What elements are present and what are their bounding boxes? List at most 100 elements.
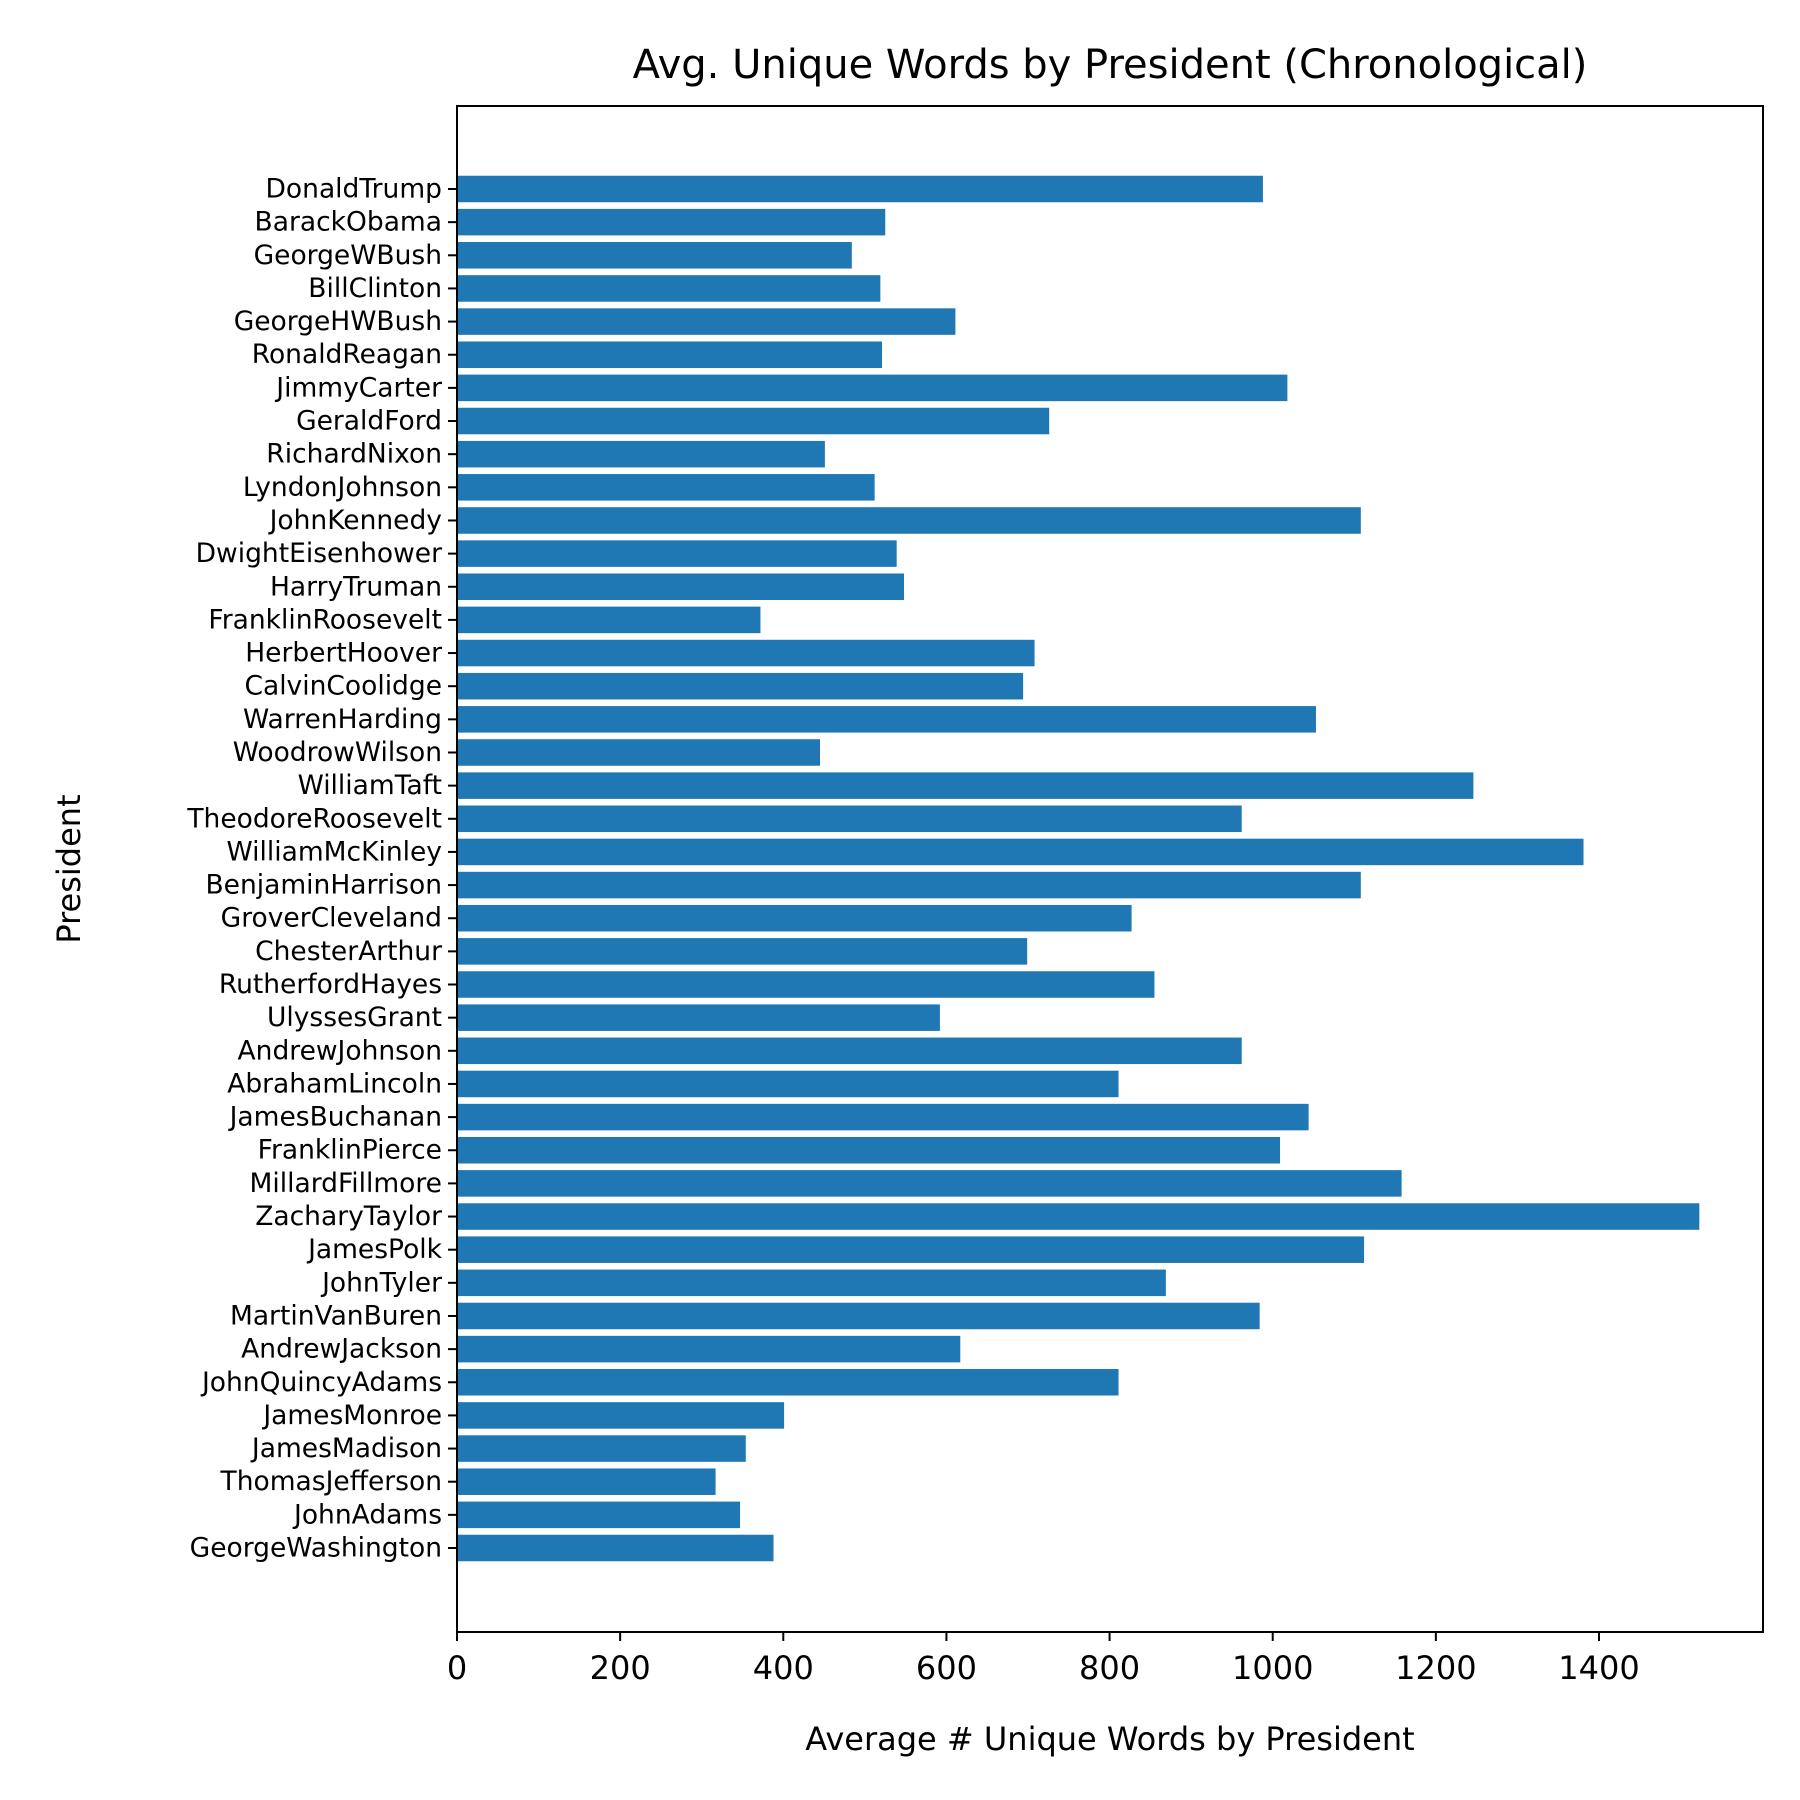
y-tick-label: RichardNixon <box>266 439 442 470</box>
y-tick-label: LyndonJohnson <box>243 472 442 503</box>
chart-title: Avg. Unique Words by President (Chronolo… <box>633 42 1588 88</box>
x-tick-label: 400 <box>753 1649 814 1687</box>
bar-AndrewJohnson <box>457 1037 1242 1065</box>
y-tick-label: JamesBuchanan <box>228 1102 442 1133</box>
y-tick-label: GeraldFord <box>296 406 442 437</box>
bar-WilliamMcKinley <box>457 838 1584 866</box>
y-tick-label: FranklinRoosevelt <box>208 604 442 635</box>
y-tick-label: AbrahamLincoln <box>227 1068 442 1099</box>
y-tick-label: RonaldReagan <box>252 339 442 370</box>
bar-FranklinPierce <box>457 1136 1281 1164</box>
bar-JamesBuchanan <box>457 1103 1309 1131</box>
y-tick-label: GroverCleveland <box>221 903 442 934</box>
y-tick-label: WoodrowWilson <box>233 737 442 768</box>
y-tick-label: JohnAdams <box>292 1499 442 1530</box>
y-tick-label: JimmyCarter <box>274 372 442 403</box>
y-tick-label: GeorgeWashington <box>190 1533 442 1564</box>
bar-HerbertHoover <box>457 639 1035 667</box>
y-tick-label: JohnKennedy <box>268 505 442 536</box>
bar-HarryTruman <box>457 573 905 601</box>
y-tick-label: ThomasJefferson <box>220 1466 442 1497</box>
bar-JohnTyler <box>457 1269 1166 1297</box>
bar-GeorgeHWBush <box>457 308 956 335</box>
y-tick-label: JohnQuincyAdams <box>200 1367 442 1398</box>
x-tick-label: 800 <box>1079 1649 1140 1687</box>
bar-GeorgeWBush <box>457 242 852 269</box>
y-tick-label: GeorgeWBush <box>254 240 442 271</box>
y-tick-label: DonaldTrump <box>266 174 442 205</box>
bar-JamesMonroe <box>457 1402 785 1429</box>
y-tick-label: WilliamMcKinley <box>227 836 442 867</box>
bar-JimmyCarter <box>457 374 1288 402</box>
bar-RonaldReagan <box>457 341 882 368</box>
y-tick-label: BenjaminHarrison <box>205 870 442 901</box>
y-tick-label: ChesterArthur <box>255 936 442 967</box>
y-tick-label: WilliamTaft <box>298 770 442 801</box>
bar-GeorgeWashington <box>457 1534 774 1562</box>
bar-CalvinCoolidge <box>457 672 1024 700</box>
y-tick-label: AndrewJohnson <box>238 1035 442 1066</box>
bar-WilliamTaft <box>457 772 1474 799</box>
bar-RutherfordHayes <box>457 971 1155 998</box>
bar-TheodoreRoosevelt <box>457 805 1242 833</box>
x-axis-label: Average # Unique Words by President <box>805 1720 1414 1758</box>
bar-DonaldTrump <box>457 175 1263 203</box>
bars-group <box>457 175 1700 1562</box>
bar-FranklinRoosevelt <box>457 606 761 634</box>
bar-JohnKennedy <box>457 507 1361 534</box>
bar-ChesterArthur <box>457 938 1028 965</box>
bar-GeraldFord <box>457 407 1050 435</box>
y-tick-label: JamesMadison <box>250 1433 442 1464</box>
bar-DwightEisenhower <box>457 540 897 567</box>
bar-JamesMadison <box>457 1435 746 1462</box>
bar-JohnQuincyAdams <box>457 1369 1119 1396</box>
bar-UlyssesGrant <box>457 1004 940 1031</box>
bar-MartinVanBuren <box>457 1302 1260 1330</box>
bar-MillardFillmore <box>457 1170 1402 1197</box>
y-tick-label: GeorgeHWBush <box>234 306 442 337</box>
bar-BarackObama <box>457 208 886 236</box>
bar-AbrahamLincoln <box>457 1070 1119 1098</box>
y-tick-label: WarrenHarding <box>243 704 442 735</box>
y-tick-label: BillClinton <box>308 273 442 304</box>
bar-GroverCleveland <box>457 904 1132 932</box>
bar-ZacharyTaylor <box>457 1203 1700 1230</box>
y-tick-label: BarackObama <box>255 207 442 238</box>
y-tick-label: MillardFillmore <box>250 1168 443 1199</box>
y-tick-label: JohnTyler <box>320 1267 442 1298</box>
bar-RichardNixon <box>457 440 825 468</box>
x-tick-label: 1000 <box>1232 1649 1313 1687</box>
y-tick-label: JamesMonroe <box>261 1400 442 1431</box>
y-tick-label: MartinVanBuren <box>230 1300 442 1331</box>
y-tick-label: ZacharyTaylor <box>255 1201 442 1232</box>
bar-ThomasJefferson <box>457 1468 716 1495</box>
y-axis-ticks: GeorgeWashingtonJohnAdamsThomasJefferson… <box>186 174 457 1564</box>
bar-AndrewJackson <box>457 1335 961 1363</box>
x-tick-label: 1200 <box>1395 1649 1476 1687</box>
y-tick-label: CalvinCoolidge <box>244 671 442 702</box>
plot-frame <box>456 105 1764 1633</box>
y-tick-label: AndrewJackson <box>241 1334 442 1365</box>
x-axis-ticks: 0 200 400 600 800 1000 1200 1400 <box>447 1632 1640 1687</box>
x-tick-label: 1400 <box>1558 1649 1639 1687</box>
y-axis-label: President <box>50 794 88 943</box>
y-tick-label: DwightEisenhower <box>196 538 442 569</box>
y-tick-label: JamesPolk <box>306 1234 443 1265</box>
y-tick-label: FranklinPierce <box>258 1135 442 1166</box>
y-tick-label: HerbertHoover <box>245 638 442 669</box>
bar-JohnAdams <box>457 1501 741 1529</box>
bar-BenjaminHarrison <box>457 871 1361 899</box>
bar-BillClinton <box>457 275 881 302</box>
y-tick-label: RutherfordHayes <box>219 969 442 1000</box>
bar-JamesPolk <box>457 1236 1365 1263</box>
x-tick-label: 600 <box>916 1649 977 1687</box>
bar-LyndonJohnson <box>457 474 875 501</box>
x-tick-label: 200 <box>590 1649 651 1687</box>
y-tick-label: TheodoreRoosevelt <box>186 803 442 834</box>
bar-WarrenHarding <box>457 706 1316 733</box>
y-tick-label: UlyssesGrant <box>267 1002 442 1033</box>
bar-WoodrowWilson <box>457 739 820 766</box>
y-tick-label: HarryTruman <box>270 571 442 602</box>
